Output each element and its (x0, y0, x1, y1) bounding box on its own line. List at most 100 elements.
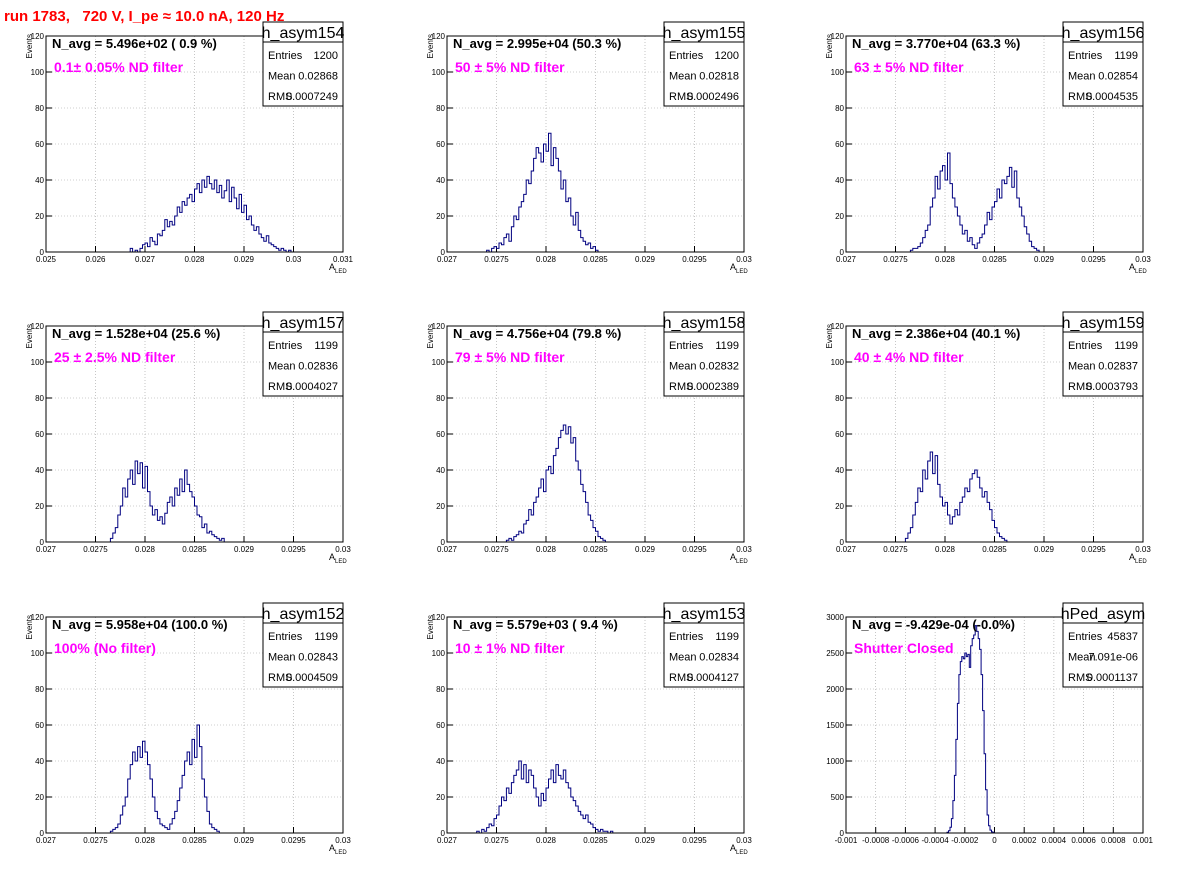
y-tick-label: 120 (432, 32, 446, 41)
y-tick-label: 20 (436, 793, 445, 802)
y-tick-label: 60 (35, 140, 44, 149)
x-tick-label: -0.0002 (951, 836, 979, 845)
histogram-series (486, 132, 599, 253)
plot-frame (45, 35, 344, 253)
stat-value: 1200 (314, 50, 338, 62)
x-tick-label: 0.028 (935, 255, 956, 264)
x-tick-label: 0.0295 (281, 545, 306, 554)
x-tick-label: 0.029 (234, 545, 255, 554)
navg-label: N_avg = 5.496e+02 ( 0.9 %) (52, 36, 217, 51)
histogram-series (129, 175, 292, 253)
stat-value: 0.02843 (298, 652, 338, 664)
stat-value: 0.0003793 (1086, 381, 1138, 393)
y-tick-label: 1500 (826, 721, 844, 730)
x-tick-label: 0.0295 (682, 836, 707, 845)
histogram-panel: -0.001 -0.0008 -0.0006 -0.0004 -0.0002 0 0.000… (826, 602, 1154, 845)
y-tick-label: 1000 (826, 757, 844, 766)
y-tick-label: 20 (835, 502, 844, 511)
navg-label: N_avg = 2.386e+04 (40.1 %) (852, 326, 1020, 341)
x-tick-label: 0.0295 (281, 836, 306, 845)
x-tick-label: 0.027 (836, 255, 857, 264)
stat-value: 1199 (314, 340, 338, 352)
x-tick-label: 0.03 (736, 545, 752, 554)
stat-value: 0.02832 (699, 361, 739, 373)
y-tick-label: 0 (441, 248, 446, 257)
x-tick-label: 0.027 (437, 255, 458, 264)
x-tick-label: 0.0275 (883, 255, 908, 264)
y-tick-label: 2000 (826, 685, 844, 694)
stat-label: Mean (669, 71, 697, 83)
x-tick-label: 0.028 (135, 545, 156, 554)
histogram-name: h_asym153 (663, 606, 746, 623)
y-tick-label: 20 (35, 502, 44, 511)
histogram-series (946, 625, 995, 834)
x-tick-label: -0.0008 (862, 836, 890, 845)
x-tick-label: 0.027 (36, 836, 57, 845)
navg-label: N_avg = -9.429e-04 (-0.0%) (852, 617, 1015, 632)
histogram-name: hPed_asym (1061, 606, 1146, 623)
x-tick-label: 0 (992, 836, 997, 845)
x-tick-label: 0.029 (234, 255, 255, 264)
x-tick-label: 0.029 (635, 836, 656, 845)
stat-label: RMS (268, 91, 292, 103)
stat-label: RMS (669, 672, 693, 684)
stat-label: Mean (268, 71, 296, 83)
stat-label: Mean (1068, 652, 1096, 664)
stats-box (262, 622, 344, 688)
stats-box (1062, 41, 1144, 107)
x-tick-label: 0.0275 (83, 545, 108, 554)
filter-label: 10 ± 1% ND filter (455, 640, 565, 656)
stat-label: RMS (268, 381, 292, 393)
histogram-panel: 0.027 0.0275 0.028 0.0285 0.029 0.0295 0.03 0 20… (426, 21, 752, 275)
stat-label: RMS (669, 91, 693, 103)
y-tick-label: 20 (835, 212, 844, 221)
x-tick-label: -0.0006 (892, 836, 920, 845)
y-tick-label: 100 (31, 358, 45, 367)
histogram-panel: 0.027 0.0275 0.028 0.0285 0.029 0.0295 0.03 0 20… (426, 602, 752, 856)
histogram-series (505, 424, 606, 542)
stat-value: 1199 (1114, 50, 1138, 62)
x-tick-label: 0.03 (286, 255, 302, 264)
x-tick-label: 0.03 (736, 255, 752, 264)
navg-label: N_avg = 1.528e+04 (25.6 %) (52, 326, 220, 341)
histogram-name: h_asym155 (663, 25, 746, 42)
navg-label: N_avg = 2.995e+04 (50.3 %) (453, 36, 621, 51)
filter-label: 50 ± 5% ND filter (455, 59, 565, 75)
filter-label: 100% (No filter) (54, 640, 156, 656)
x-tick-label: 0.0002 (1012, 836, 1037, 845)
y-tick-label: 100 (831, 358, 845, 367)
y-tick-label: 0 (40, 829, 45, 838)
stat-value: 45837 (1107, 631, 1138, 643)
plot-frame (45, 616, 344, 834)
x-tick-label: 0.029 (635, 255, 656, 264)
y-tick-label: 40 (35, 757, 44, 766)
y-axis-label: Events (825, 34, 834, 58)
stat-label: Mean (268, 361, 296, 373)
stat-label: Mean (669, 652, 697, 664)
y-axis-label: Events (825, 324, 834, 348)
y-tick-label: 0 (840, 829, 845, 838)
y-tick-label: 100 (432, 358, 446, 367)
y-axis-label: Events (25, 34, 34, 58)
y-tick-label: 500 (831, 793, 845, 802)
histogram-name: h_asym154 (262, 25, 345, 42)
y-tick-label: 40 (835, 466, 844, 475)
stat-value: 1200 (715, 50, 739, 62)
y-tick-label: 60 (436, 430, 445, 439)
y-tick-label: 40 (436, 176, 445, 185)
stat-label: Entries (669, 50, 704, 62)
y-tick-label: 120 (31, 613, 45, 622)
y-tick-label: 80 (835, 104, 844, 113)
y-tick-label: 80 (35, 685, 44, 694)
x-tick-label: 0.0275 (484, 545, 509, 554)
stat-value: 0.02834 (699, 652, 739, 664)
stats-box (262, 41, 344, 107)
histogram-panel: 0.027 0.0275 0.028 0.0285 0.029 0.0295 0.03 0 20… (825, 21, 1151, 275)
stat-value: 7.091e-06 (1088, 652, 1138, 664)
y-tick-label: 120 (31, 32, 45, 41)
stat-value: 1199 (715, 340, 739, 352)
y-tick-label: 80 (835, 394, 844, 403)
x-tick-label: 0.03 (335, 836, 351, 845)
plot-frame (446, 616, 745, 834)
y-axis-label: Events (25, 324, 34, 348)
